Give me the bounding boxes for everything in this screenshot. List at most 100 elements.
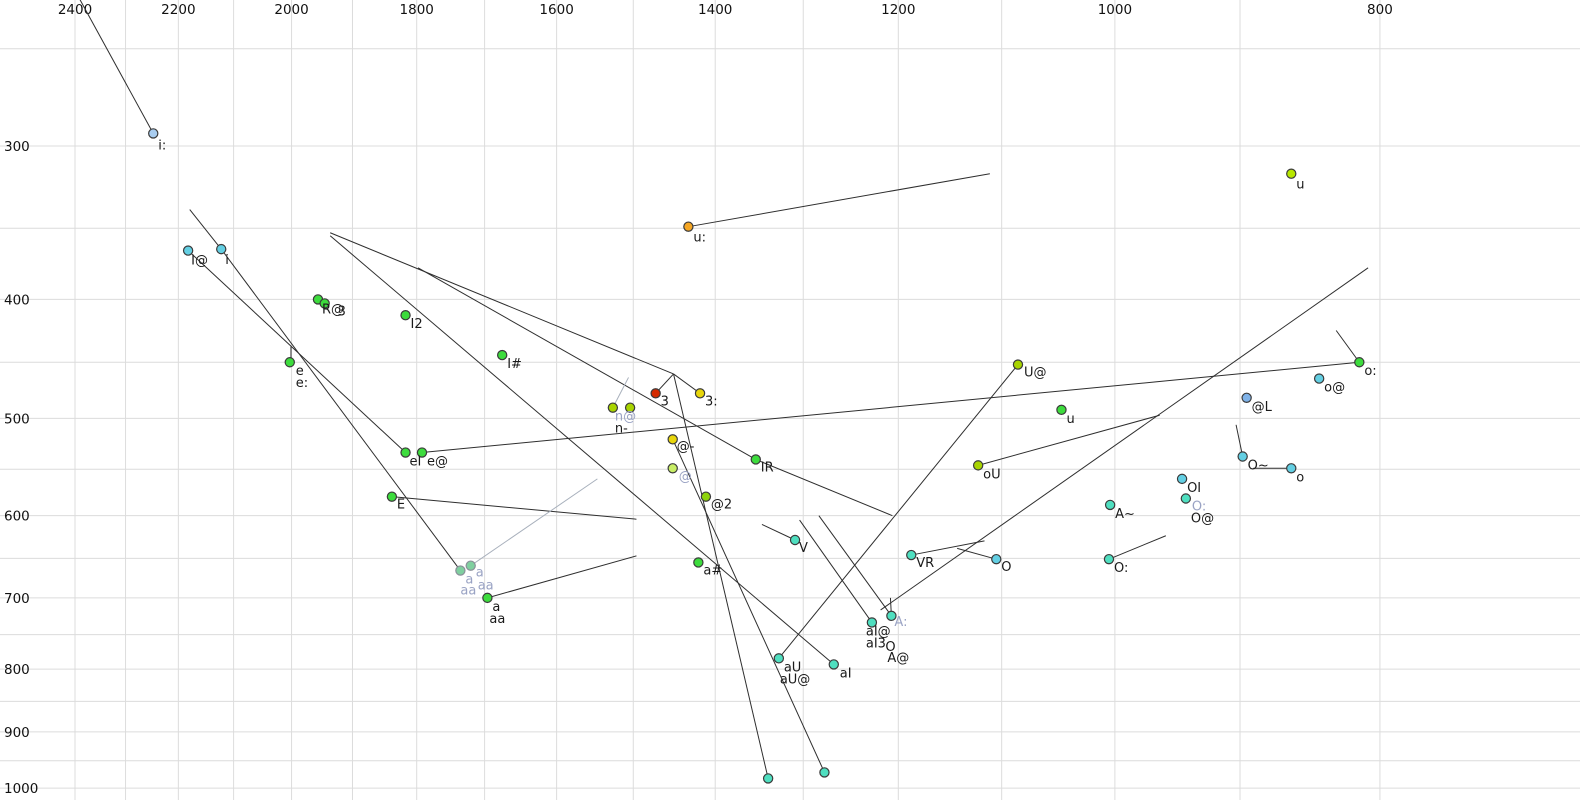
data-point[interactable] xyxy=(319,298,330,309)
point-label: O xyxy=(1001,560,1011,575)
point-label: a xyxy=(476,566,484,581)
point-label: e@ xyxy=(427,455,448,470)
point-label: aa xyxy=(460,584,476,599)
trajectory-line xyxy=(470,478,598,567)
trajectory-line xyxy=(421,361,1360,454)
data-point[interactable] xyxy=(886,610,897,622)
point-label: u xyxy=(1296,178,1304,193)
trajectory-line xyxy=(187,250,406,453)
data-point[interactable] xyxy=(1176,473,1188,485)
data-point[interactable] xyxy=(700,491,712,502)
data-point[interactable] xyxy=(762,773,774,784)
data-point[interactable] xyxy=(400,309,411,321)
trajectory-line xyxy=(880,267,1369,611)
data-point[interactable] xyxy=(496,349,508,361)
point-label: @- xyxy=(677,439,695,454)
point-label: E xyxy=(397,498,405,513)
data-point[interactable] xyxy=(1354,357,1365,368)
data-point[interactable] xyxy=(972,460,984,471)
trajectory-line xyxy=(329,235,835,665)
data-point[interactable] xyxy=(1237,451,1248,462)
point-label: n@ xyxy=(615,410,636,425)
x-tick-label: 1600 xyxy=(539,2,573,18)
data-point[interactable] xyxy=(667,434,678,445)
trajectory-line xyxy=(487,555,637,599)
x-tick-label: 2000 xyxy=(274,2,308,18)
point-label: o: xyxy=(1364,364,1376,379)
trajectory-line xyxy=(612,377,629,408)
y-tick-label: 900 xyxy=(4,725,30,741)
trajectory-line xyxy=(673,373,769,779)
point-label: 3 xyxy=(661,394,669,409)
point-label: oU xyxy=(983,467,1000,482)
data-point[interactable] xyxy=(607,402,619,413)
data-point[interactable] xyxy=(693,557,704,568)
data-point[interactable] xyxy=(789,534,801,546)
point-label: O: xyxy=(1192,500,1206,515)
point-label: R@ xyxy=(322,302,344,317)
data-point[interactable] xyxy=(400,447,411,458)
y-tick-label: 600 xyxy=(4,509,30,525)
data-point[interactable] xyxy=(683,221,694,232)
point-label: A~ xyxy=(1115,507,1135,522)
data-point[interactable] xyxy=(1286,463,1297,474)
data-point[interactable] xyxy=(1313,373,1325,384)
point-label: IR xyxy=(761,460,774,475)
data-point[interactable] xyxy=(1012,359,1024,370)
point-label: I@ xyxy=(191,254,208,269)
data-point[interactable] xyxy=(455,565,466,576)
point-label: aI3 xyxy=(866,636,886,651)
data-point[interactable] xyxy=(819,767,830,778)
data-point[interactable] xyxy=(1286,168,1297,179)
data-point[interactable] xyxy=(650,388,661,399)
point-label: o@ xyxy=(1324,381,1345,396)
point-label: aU xyxy=(784,660,801,675)
data-point[interactable] xyxy=(482,592,493,604)
trajectory-line xyxy=(818,515,892,617)
data-point[interactable] xyxy=(624,402,636,413)
y-tick-label: 1000 xyxy=(4,781,38,797)
data-point[interactable] xyxy=(1103,553,1115,565)
data-point[interactable] xyxy=(1180,493,1192,504)
data-point[interactable] xyxy=(416,447,428,458)
point-label: I2 xyxy=(411,317,423,332)
data-point[interactable] xyxy=(148,128,159,139)
point-label: @L xyxy=(1252,400,1273,415)
data-point[interactable] xyxy=(1056,404,1067,416)
x-tick-label: 1400 xyxy=(698,2,732,18)
trajectory-line xyxy=(79,0,154,134)
x-tick-label: 1800 xyxy=(400,2,434,18)
y-tick-label: 800 xyxy=(4,662,30,678)
x-tick-label: 1000 xyxy=(1098,2,1132,18)
data-point[interactable] xyxy=(1241,392,1252,403)
data-point[interactable] xyxy=(182,245,194,256)
y-tick-label: 400 xyxy=(4,292,30,308)
x-tick-label: 2400 xyxy=(58,2,92,18)
data-point[interactable] xyxy=(386,491,398,502)
trajectory-line xyxy=(911,540,985,556)
y-tick-label: 300 xyxy=(4,139,30,155)
data-point[interactable] xyxy=(667,463,678,474)
data-point[interactable] xyxy=(694,388,706,399)
x-tick-label: 1200 xyxy=(881,2,915,18)
point-label: @2 xyxy=(711,498,732,513)
point-label: u xyxy=(1066,412,1074,427)
data-point[interactable] xyxy=(866,617,878,628)
data-point[interactable] xyxy=(216,243,227,255)
trajectory-line xyxy=(330,232,674,375)
data-point[interactable] xyxy=(773,653,785,664)
point-label: a# xyxy=(703,563,722,578)
data-point[interactable] xyxy=(465,560,476,571)
data-point[interactable] xyxy=(906,549,917,561)
trajectory-line xyxy=(189,209,222,250)
data-point[interactable] xyxy=(1104,499,1116,511)
data-point[interactable] xyxy=(750,454,761,465)
point-label: 3 xyxy=(338,304,346,319)
trajectory-line xyxy=(688,173,990,228)
point-label: A: xyxy=(894,615,907,630)
data-point[interactable] xyxy=(991,553,1002,565)
data-point[interactable] xyxy=(828,659,839,670)
data-point[interactable] xyxy=(284,357,295,368)
point-label: O xyxy=(885,640,895,655)
point-label: i xyxy=(225,253,229,268)
